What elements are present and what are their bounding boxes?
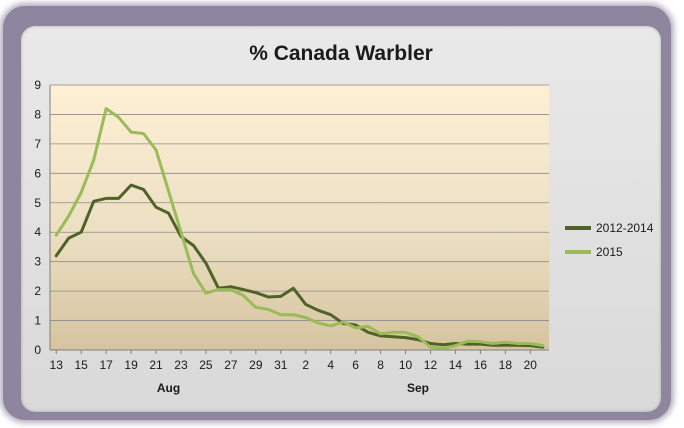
x-tick-label: 12 bbox=[424, 358, 438, 372]
legend-label-0: 2012-2014 bbox=[596, 221, 654, 235]
x-tick-label: 27 bbox=[224, 358, 238, 372]
x-tick-label: 13 bbox=[50, 358, 64, 372]
y-tick-label: 3 bbox=[34, 255, 41, 269]
x-tick-label: 29 bbox=[249, 358, 263, 372]
x-tick-label: 16 bbox=[474, 358, 488, 372]
x-tick-label: 20 bbox=[524, 358, 538, 372]
y-tick-label: 8 bbox=[34, 107, 41, 121]
month-label: Sep bbox=[407, 381, 429, 395]
x-tick-label: 17 bbox=[99, 358, 113, 372]
x-tick-label: 15 bbox=[75, 358, 89, 372]
legend-swatch-0 bbox=[565, 226, 591, 230]
series-line-1 bbox=[54, 107, 545, 350]
y-tick-label: 0 bbox=[34, 343, 41, 357]
x-tick-label: 8 bbox=[377, 358, 384, 372]
x-tick-label: 21 bbox=[149, 358, 163, 372]
chart-area: % Canada Warbler 0 1 2 3 4 5 6 7 8 9 13 15 17 19 21 23 2… bbox=[21, 26, 661, 412]
x-tick-label: 6 bbox=[352, 358, 359, 372]
chart-title: % Canada Warbler bbox=[249, 42, 433, 65]
x-tick-label: 10 bbox=[399, 358, 413, 372]
y-tick-label: 4 bbox=[34, 225, 41, 239]
x-tick-label: 14 bbox=[449, 358, 463, 372]
x-tick-label: 31 bbox=[274, 358, 288, 372]
y-tick-label: 9 bbox=[34, 78, 41, 92]
month-label: Aug bbox=[157, 381, 180, 395]
legend-swatch-1 bbox=[565, 250, 591, 254]
y-tick-label: 6 bbox=[34, 166, 41, 180]
x-tick-label: 4 bbox=[327, 358, 334, 372]
chart-frame: % Canada Warbler 0 1 2 3 4 5 6 7 8 9 13 15 17 19 21 23 2… bbox=[3, 6, 671, 420]
legend-label-1: 2015 bbox=[596, 245, 623, 259]
x-tick-label: 25 bbox=[199, 358, 213, 372]
x-tick-label: 19 bbox=[124, 358, 138, 372]
y-tick-label: 2 bbox=[34, 284, 41, 298]
x-tick-label: 18 bbox=[499, 358, 513, 372]
x-tick-label: 2 bbox=[302, 358, 309, 372]
x-tick-label: 23 bbox=[174, 358, 188, 372]
y-tick-label: 1 bbox=[34, 314, 41, 328]
y-tick-label: 7 bbox=[34, 137, 41, 151]
y-tick-label: 5 bbox=[34, 196, 41, 210]
plot-background bbox=[50, 85, 549, 350]
